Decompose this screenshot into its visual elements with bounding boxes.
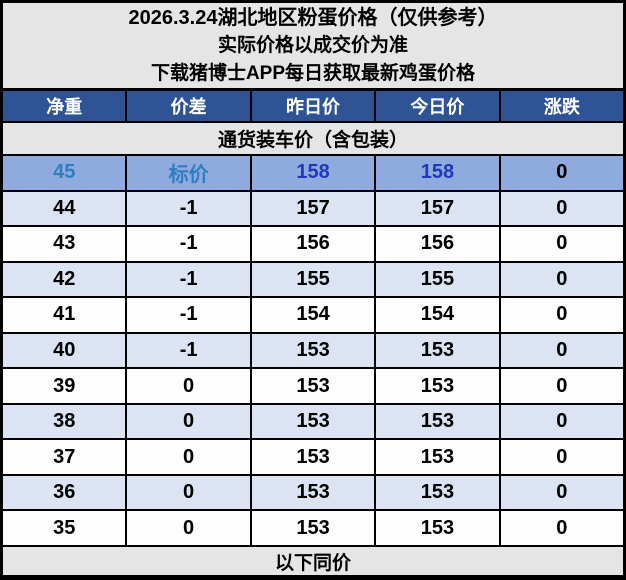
table-row: 39 0 153 153 0 <box>3 369 623 405</box>
column-header-price-diff: 价差 <box>125 91 249 121</box>
cell-yesterday-price: 153 <box>249 369 374 403</box>
cell-price-diff: 0 <box>125 440 249 474</box>
cell-change: 0 <box>498 404 623 439</box>
cell-change: 0 <box>498 440 623 474</box>
cell-net-weight: 35 <box>53 516 76 539</box>
cell-yesterday-price: 153 <box>249 440 374 474</box>
cell-price-diff: 0 <box>125 511 249 546</box>
cell-price-diff: 标价 <box>125 156 249 190</box>
cell-net-weight: 40 <box>53 339 76 361</box>
cell-today-price: 153 <box>374 475 498 510</box>
cell-net-weight: 37 <box>53 445 76 468</box>
cell-price-diff: -1 <box>125 333 249 368</box>
cell-price-diff: 0 <box>125 369 249 403</box>
cell-today-price: 156 <box>374 227 498 261</box>
table-row: 35 0 153 153 0 <box>3 511 623 548</box>
cell-today-price: 158 <box>374 156 498 190</box>
cell-net-weight: 42 <box>53 267 76 290</box>
cell-price-diff: -1 <box>125 227 249 261</box>
cell-yesterday-price: 158 <box>249 156 374 190</box>
bulletin-subtitle: 实际价格以成交价为准 <box>217 34 408 56</box>
cell-change: 0 <box>498 333 623 368</box>
column-header-net-weight: 净重 <box>46 97 83 117</box>
cell-net-weight: 43 <box>53 232 76 255</box>
cell-net-weight: 44 <box>53 196 76 219</box>
cell-price-diff: -1 <box>125 191 249 226</box>
table-row: 36 0 153 153 0 <box>3 475 623 512</box>
cell-net-weight: 45 <box>53 161 76 184</box>
cell-today-price: 155 <box>374 262 498 297</box>
cell-yesterday-price: 153 <box>249 404 374 439</box>
cell-price-diff: 0 <box>125 475 249 510</box>
table-row: 40 -1 153 153 0 <box>3 333 623 370</box>
cell-change: 0 <box>498 227 623 261</box>
cell-yesterday-price: 154 <box>249 298 374 332</box>
cell-yesterday-price: 157 <box>249 191 374 226</box>
cell-yesterday-price: 155 <box>249 262 374 297</box>
cell-today-price: 153 <box>374 333 498 368</box>
cell-yesterday-price: 156 <box>249 227 374 261</box>
column-header-yesterday-price: 昨日价 <box>249 91 374 121</box>
cell-change: 0 <box>498 191 623 226</box>
cell-change: 0 <box>498 298 623 332</box>
table-row: 43 -1 156 156 0 <box>3 227 623 263</box>
table-row: 42 -1 155 155 0 <box>3 262 623 299</box>
cell-change: 0 <box>498 369 623 403</box>
cell-change: 0 <box>498 475 623 510</box>
table-row: 44 -1 157 157 0 <box>3 191 623 228</box>
cell-change: 0 <box>498 262 623 297</box>
column-header-change: 涨跌 <box>498 91 623 121</box>
table-header-row: 净重 价差 昨日价 今日价 涨跌 <box>3 88 623 123</box>
table-row: 41 -1 154 154 0 <box>3 298 623 334</box>
cell-price-diff: -1 <box>125 298 249 332</box>
title-block: 2026.3.24湖北地区粉蛋价格（仅供参考） 实际价格以成交价为准 下载猪博士… <box>3 3 623 88</box>
cell-yesterday-price: 153 <box>249 511 374 546</box>
footer-note: 以下同价 <box>3 547 623 575</box>
cell-net-weight: 38 <box>53 410 76 433</box>
app-promo-line: 下载猪博士APP每日获取最新鸡蛋价格 <box>150 62 476 84</box>
cell-change: 0 <box>498 511 623 546</box>
cell-yesterday-price: 153 <box>249 475 374 510</box>
cell-yesterday-price: 153 <box>249 333 374 368</box>
cell-price-diff: -1 <box>125 262 249 297</box>
cell-today-price: 157 <box>374 191 498 226</box>
table-body: 45 标价 158 158 0 44 -1 157 157 0 43 -1 15… <box>3 156 623 548</box>
cell-today-price: 153 <box>374 369 498 403</box>
section-header: 通货装车价（含包装） <box>3 123 623 156</box>
cell-change: 0 <box>498 156 623 190</box>
cell-net-weight: 36 <box>53 481 76 504</box>
cell-today-price: 154 <box>374 298 498 332</box>
table-row: 38 0 153 153 0 <box>3 404 623 441</box>
table-row: 45 标价 158 158 0 <box>3 156 623 192</box>
cell-price-diff: 0 <box>125 404 249 439</box>
cell-today-price: 153 <box>374 511 498 546</box>
cell-today-price: 153 <box>374 440 498 474</box>
cell-net-weight: 41 <box>53 303 76 326</box>
column-header-today-price: 今日价 <box>374 91 498 121</box>
table-row: 37 0 153 153 0 <box>3 440 623 476</box>
cell-net-weight: 39 <box>53 374 76 397</box>
bulletin-title: 2026.3.24湖北地区粉蛋价格（仅供参考） <box>128 6 498 29</box>
cell-today-price: 153 <box>374 404 498 439</box>
